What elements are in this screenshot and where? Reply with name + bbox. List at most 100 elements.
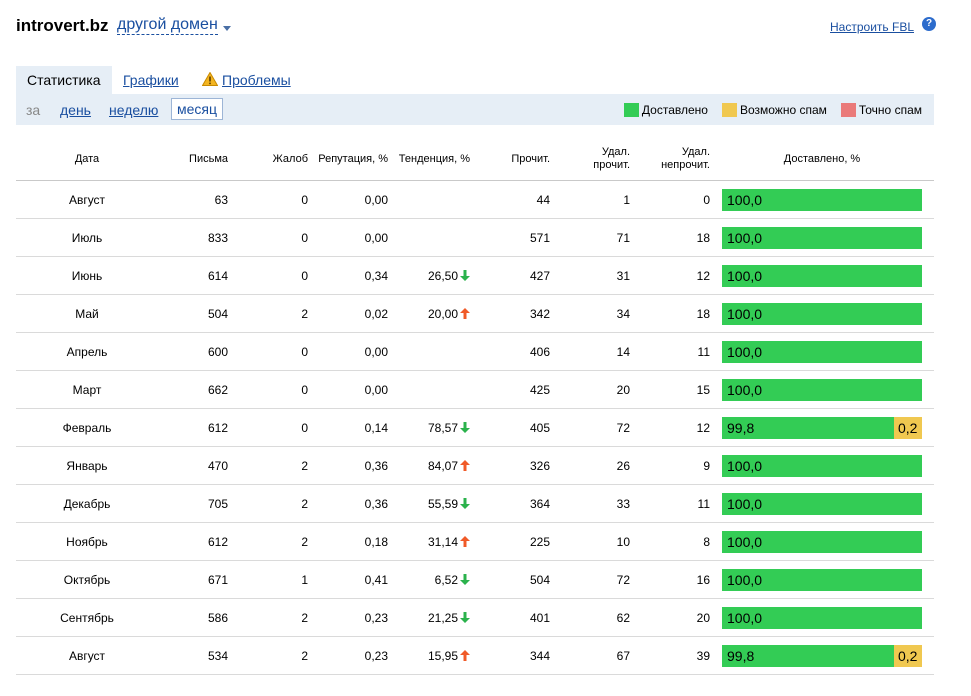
- cell-reputation: 0,02: [308, 294, 388, 333]
- cell-letters: 614: [158, 256, 228, 295]
- delivered-segment: 100,0: [722, 188, 922, 211]
- cell-deleted-unread: 39: [630, 636, 710, 675]
- configure-fbl-link[interactable]: Настроить FBL: [830, 20, 914, 34]
- period-week-link[interactable]: неделю: [109, 102, 159, 118]
- cell-read: 571: [470, 218, 550, 257]
- cell-deleted-unread: 12: [630, 256, 710, 295]
- table-row: Октябрь 671 1 0,41 6,52 504 72 16 100,0: [16, 560, 934, 599]
- cell-read: 504: [470, 560, 550, 599]
- cell-reputation: 0,00: [308, 218, 388, 257]
- arrow-down-icon: [460, 612, 470, 623]
- table-row: Ноябрь 612 2 0,18 31,14 225 10 8 100,0: [16, 522, 934, 561]
- table-row: Апрель 600 0 0,00 406 14 11 100,0: [16, 332, 934, 371]
- legend-item-maybe-spam: Возможно спам: [721, 103, 827, 117]
- delivered-segment: 100,0: [722, 530, 922, 553]
- table-row: Декабрь 705 2 0,36 55,59 364 33 11 100,0: [16, 484, 934, 523]
- cell-complaints: 2: [228, 522, 308, 561]
- other-domain-dropdown[interactable]: другой домен: [117, 16, 218, 35]
- cell-complaints: 1: [228, 560, 308, 599]
- legend-label: Возможно спам: [739, 103, 827, 117]
- cell-trend: 6,52: [388, 560, 470, 599]
- cell-delivered: 100,0: [710, 560, 934, 599]
- cell-letters: 705: [158, 484, 228, 523]
- cell-reputation: 0,14: [308, 408, 388, 447]
- cell-delivered: 100,0: [710, 218, 934, 257]
- cell-delivered: 99,8 0,2: [710, 636, 934, 675]
- delivered-bar: 99,8 0,2: [722, 644, 922, 667]
- delivered-segment: 100,0: [722, 378, 922, 401]
- cell-letters: 534: [158, 636, 228, 675]
- cell-letters: 833: [158, 218, 228, 257]
- legend-item-spam: Точно спам: [840, 103, 922, 117]
- cell-deleted-read: 14: [550, 332, 630, 371]
- legend-label: Доставлено: [641, 103, 708, 117]
- cell-reputation: 0,00: [308, 370, 388, 409]
- delivered-bar: 100,0: [722, 530, 922, 553]
- cell-deleted-read: 31: [550, 256, 630, 295]
- cell-trend: 26,50: [388, 256, 470, 295]
- tab-statistics[interactable]: Статистика: [16, 66, 112, 94]
- trend-value: 15,95: [427, 648, 458, 663]
- cell-read: 427: [470, 256, 550, 295]
- cell-delivered: 100,0: [710, 522, 934, 561]
- cell-deleted-unread: 18: [630, 294, 710, 333]
- arrow-up-icon: [460, 536, 470, 547]
- period-month-button[interactable]: месяц: [171, 98, 224, 120]
- cell-reputation: 0,36: [308, 446, 388, 485]
- cell-deleted-unread: 20: [630, 598, 710, 637]
- col-deleted-read: Удал. прочит.: [550, 138, 630, 181]
- tab-problems-label[interactable]: Проблемы: [222, 72, 291, 88]
- period-day-link[interactable]: день: [60, 102, 91, 118]
- arrow-down-icon: [460, 574, 470, 585]
- cell-deleted-read: 20: [550, 370, 630, 409]
- delivered-bar: 100,0: [722, 568, 922, 591]
- cell-trend: 55,59: [388, 484, 470, 523]
- cell-date: Август: [16, 180, 158, 219]
- cell-deleted-unread: 8: [630, 522, 710, 561]
- cell-deleted-unread: 15: [630, 370, 710, 409]
- table-row: Июнь 614 0 0,34 26,50 427 31 12 100,0: [16, 256, 934, 295]
- cell-date: Май: [16, 294, 158, 333]
- cell-deleted-read: 67: [550, 636, 630, 675]
- cell-reputation: 0,41: [308, 560, 388, 599]
- arrow-down-icon: [460, 422, 470, 433]
- cell-date: Август: [16, 636, 158, 675]
- col-deleted-read-line2: прочит.: [593, 159, 630, 171]
- trend-value: 31,14: [427, 534, 458, 549]
- cell-read: 326: [470, 446, 550, 485]
- cell-letters: 612: [158, 522, 228, 561]
- cell-trend: 20,00: [388, 294, 470, 333]
- chevron-down-icon[interactable]: [223, 26, 231, 31]
- delivered-bar: 100,0: [722, 378, 922, 401]
- delivered-segment: 100,0: [722, 302, 922, 325]
- help-icon[interactable]: ?: [922, 17, 936, 31]
- cell-date: Октябрь: [16, 560, 158, 599]
- arrow-down-icon: [460, 270, 470, 281]
- delivered-segment: 100,0: [722, 492, 922, 515]
- delivered-bar: 100,0: [722, 454, 922, 477]
- col-deleted-read-line1: Удал.: [601, 146, 630, 158]
- col-complaints: Жалоб: [228, 138, 308, 181]
- cell-trend: 78,57: [388, 408, 470, 447]
- cell-trend: [388, 180, 470, 219]
- cell-date: Ноябрь: [16, 522, 158, 561]
- cell-deleted-read: 26: [550, 446, 630, 485]
- cell-trend: [388, 218, 470, 257]
- cell-trend: [388, 370, 470, 409]
- cell-deleted-unread: 11: [630, 484, 710, 523]
- cell-letters: 470: [158, 446, 228, 485]
- col-reputation: Репутация, %: [308, 138, 388, 181]
- cell-complaints: 2: [228, 484, 308, 523]
- cell-complaints: 0: [228, 180, 308, 219]
- cell-letters: 600: [158, 332, 228, 371]
- cell-deleted-read: 62: [550, 598, 630, 637]
- legend-item-delivered: Доставлено: [623, 103, 708, 117]
- cell-trend: 31,14: [388, 522, 470, 561]
- tab-problems[interactable]: Проблемы: [202, 66, 291, 94]
- table-row: Февраль 612 0 0,14 78,57 405 72 12 99,8 0,2: [16, 408, 934, 447]
- tab-graphs[interactable]: Графики: [123, 72, 179, 88]
- delivered-segment: 100,0: [722, 264, 922, 287]
- table-row: Август 534 2 0,23 15,95 344 67 39 99,8 0,2: [16, 636, 934, 675]
- cell-delivered: 100,0: [710, 598, 934, 637]
- cell-date: Февраль: [16, 408, 158, 447]
